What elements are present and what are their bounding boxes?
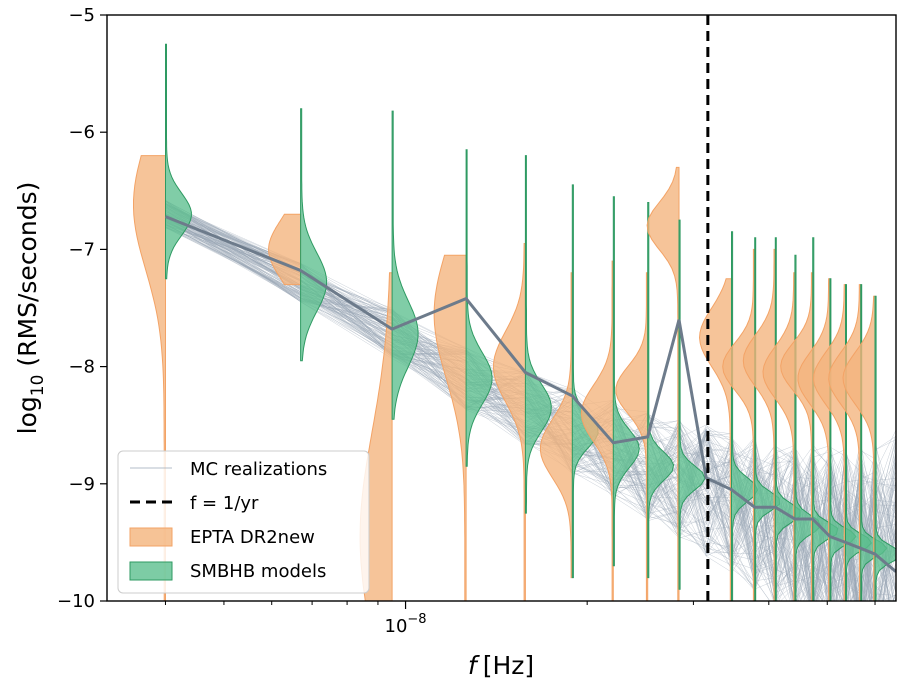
epta-violin (742, 248, 776, 601)
epta-violin (780, 272, 814, 601)
epta-violin (615, 272, 649, 601)
smbhb-violin (391, 110, 419, 420)
smbhb-violin (845, 284, 873, 601)
epta-violin (646, 166, 680, 601)
y-ticks: −10 −9 −8 −7 −6 −5 (57, 5, 107, 612)
smbhb-violin (829, 278, 857, 601)
legend-smbhb-label: SMBHB models (190, 561, 326, 582)
x-ticks: 10−8 (164, 601, 876, 637)
smbhb-violin (647, 202, 675, 579)
smbhb-violin (300, 108, 328, 362)
epta-violin (433, 254, 467, 601)
legend-smbhb-swatch (129, 561, 173, 581)
smbhb-violin (678, 219, 706, 590)
smbhb-violin (524, 155, 552, 514)
y-tick-label: −10 (57, 591, 95, 612)
smbhb-violin (465, 149, 493, 467)
median-realization-line (164, 215, 896, 573)
y-axis-label: log10(RMS/seconds) (13, 182, 48, 435)
legend: MC realizations f = 1/yr EPTA DR2new SMB… (117, 450, 370, 594)
legend-epta-label: EPTA DR2new (190, 527, 315, 548)
y-tick-label: −8 (68, 357, 95, 378)
smbhb-violin (571, 184, 599, 579)
axes-frame (106, 14, 897, 602)
epta-violin (492, 243, 526, 601)
violins-layer (133, 43, 896, 601)
y-tick-label: −6 (68, 122, 95, 143)
epta-violin (539, 272, 573, 579)
x-axis-label: f [Hz] (468, 651, 534, 680)
y-tick-label: −9 (68, 474, 95, 495)
x-tick-label: 10−8 (385, 612, 427, 637)
smbhb-violin (812, 237, 839, 601)
smbhb-violin (874, 295, 896, 601)
epta-violin (722, 248, 756, 601)
legend-epta-swatch (129, 527, 173, 547)
epta-violin (842, 295, 876, 601)
smbhb-violin (731, 231, 759, 601)
epta-violin (580, 260, 614, 601)
smbhb-violin (612, 196, 640, 567)
legend-vline-label: f = 1/yr (190, 493, 259, 514)
y-tick-label: −5 (68, 5, 95, 26)
y-tick-label: −7 (68, 239, 95, 260)
smbhb-violin (754, 237, 781, 601)
legend-mc-label: MC realizations (190, 459, 327, 480)
legend-box (117, 450, 370, 594)
median-realization-layer (164, 215, 896, 573)
smbhb-violin (794, 254, 822, 601)
